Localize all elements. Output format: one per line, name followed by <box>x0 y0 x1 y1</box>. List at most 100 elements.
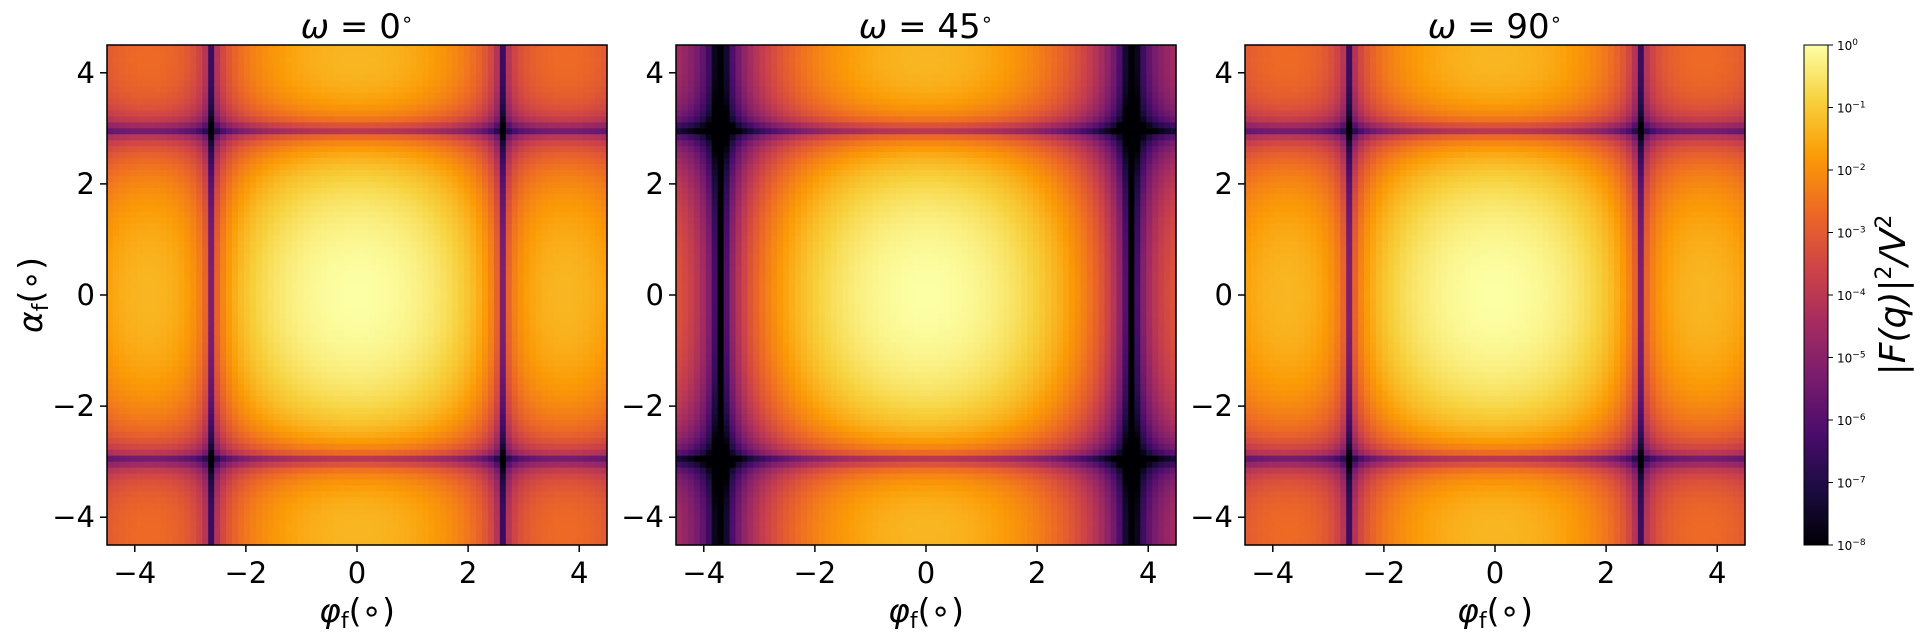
heatmap-cell <box>493 152 501 159</box>
heatmap-cell <box>434 354 441 362</box>
heatmap-cell <box>589 92 596 100</box>
heatmap-cell <box>577 283 584 290</box>
heatmap-cell <box>476 271 483 278</box>
heatmap-cell <box>249 265 257 272</box>
heatmap-cell <box>172 80 180 88</box>
heatmap-cell <box>124 98 132 106</box>
heatmap-cell <box>601 152 608 159</box>
heatmap-cell <box>214 247 221 254</box>
heatmap-cell <box>327 354 334 362</box>
heatmap-cell <box>362 241 370 248</box>
heatmap-cell <box>541 181 549 189</box>
heatmap-cell <box>523 50 531 58</box>
heatmap-cell <box>166 158 174 165</box>
heatmap-cell <box>493 312 501 320</box>
heatmap-cell <box>130 217 138 225</box>
heatmap-cell <box>410 283 418 290</box>
heatmap-cell <box>273 104 281 112</box>
heatmap-cell <box>220 247 227 254</box>
heatmap-cell <box>339 181 346 189</box>
heatmap-cell <box>160 235 168 243</box>
heatmap-cell <box>410 56 418 64</box>
heatmap-cell <box>226 50 233 58</box>
heatmap-cell <box>565 140 572 147</box>
heatmap-cell <box>487 366 495 373</box>
heatmap-cell <box>464 175 471 183</box>
heatmap-cell <box>601 336 608 344</box>
heatmap-cell <box>118 318 126 326</box>
heatmap-cell <box>279 45 287 52</box>
heatmap-cell <box>333 158 340 165</box>
heatmap-cell <box>148 283 156 290</box>
heatmap-cell <box>315 366 322 373</box>
heatmap-cell <box>410 324 418 332</box>
heatmap-cell <box>476 289 483 296</box>
heatmap-cell <box>148 360 156 368</box>
heatmap-cell <box>202 360 209 368</box>
heatmap-cell <box>595 312 602 320</box>
heatmap-cell <box>362 336 370 344</box>
heatmap-cell <box>380 86 388 94</box>
heatmap-cell <box>273 152 281 159</box>
heatmap-cell <box>130 110 138 118</box>
heatmap-cell <box>351 342 358 350</box>
heatmap-cell <box>398 342 406 350</box>
heatmap-cell <box>136 372 144 379</box>
heatmap-cell <box>279 164 287 171</box>
heatmap-cell <box>482 74 489 82</box>
heatmap-cell <box>464 104 471 112</box>
heatmap-cell <box>422 116 430 123</box>
heatmap-cell <box>202 134 209 141</box>
heatmap-cell <box>416 187 424 195</box>
heatmap-cell <box>398 134 406 141</box>
heatmap-cell <box>482 360 489 368</box>
heatmap-cell <box>112 146 120 153</box>
heatmap-cell <box>434 205 441 213</box>
heatmap-cell <box>493 122 501 129</box>
heatmap-cell <box>345 324 352 332</box>
heatmap-cell <box>243 193 251 201</box>
heatmap-cell <box>434 223 441 231</box>
heatmap-cell <box>136 205 144 213</box>
heatmap-cell <box>392 324 400 332</box>
heatmap-cell <box>166 312 174 320</box>
heatmap-cell <box>357 366 364 373</box>
heatmap-cell <box>410 300 418 308</box>
heatmap-cell <box>339 187 346 195</box>
heatmap-cell <box>232 300 239 308</box>
heatmap-cell <box>267 384 275 391</box>
heatmap-cell <box>392 360 400 368</box>
heatmap-cell <box>476 140 483 147</box>
heatmap-cell <box>178 164 185 171</box>
heatmap-cell <box>208 390 215 397</box>
heatmap-cell <box>237 271 245 278</box>
heatmap-cell <box>124 164 132 171</box>
heatmap-cell <box>321 56 328 64</box>
heatmap-cell <box>601 271 608 278</box>
heatmap-cell <box>511 98 519 106</box>
heatmap-cell <box>410 384 418 391</box>
heatmap-cell <box>154 354 162 362</box>
heatmap-cell <box>315 45 322 52</box>
heatmap-cell <box>380 336 388 344</box>
heatmap-cell <box>339 235 346 243</box>
heatmap-cell <box>243 277 251 284</box>
heatmap-cell <box>309 342 316 350</box>
heatmap-cell <box>589 390 596 397</box>
heatmap-cell <box>184 277 191 284</box>
heatmap-cell <box>386 98 394 106</box>
heatmap-cell <box>523 247 531 254</box>
heatmap-cell <box>226 277 233 284</box>
heatmap-cell <box>208 128 215 135</box>
heatmap-cell <box>458 116 465 123</box>
heatmap-cell <box>136 318 144 326</box>
heatmap-cell <box>297 122 305 129</box>
heatmap-cell <box>446 348 453 356</box>
heatmap-cell <box>160 396 168 403</box>
heatmap-cell <box>404 372 412 379</box>
heatmap-cell <box>589 158 596 165</box>
heatmap-cell <box>476 330 483 338</box>
heatmap-cell <box>279 247 287 254</box>
heatmap-cell <box>196 324 203 332</box>
heatmap-cell <box>107 330 114 338</box>
